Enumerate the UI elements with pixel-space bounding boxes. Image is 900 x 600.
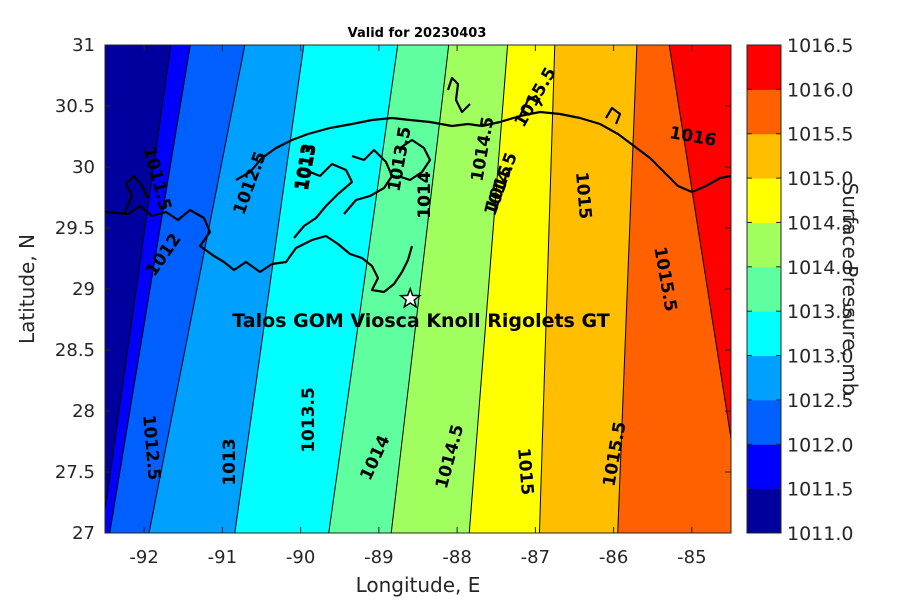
x-tick-label: -89	[364, 547, 393, 568]
x-tick-label: -85	[677, 547, 706, 568]
isobar-line	[468, 45, 509, 533]
y-axis-ticks: 31 30.5 30 29.5 29 28.5 28 27.5 27	[55, 35, 731, 544]
y-tick-label: 28.5	[55, 340, 95, 361]
y-tick-label: 27.5	[55, 462, 95, 483]
contour-label: 1015	[513, 447, 537, 496]
colorbar-tick-label: 1014.0	[787, 257, 853, 279]
contour-label: 1013	[220, 438, 240, 485]
x-tick-label: -87	[521, 547, 550, 568]
colorbar-swatch	[747, 355, 781, 401]
pressure-bands	[105, 45, 731, 533]
isobar-line	[617, 45, 638, 533]
site-label: Talos GOM Viosca Knoll Rigolets GT	[232, 310, 609, 332]
y-axis-label: Latitude, N	[15, 234, 39, 344]
colorbar-tick-label: 1012.0	[787, 434, 853, 456]
site-marker: Talos GOM Viosca Knoll Rigolets GT	[232, 286, 610, 332]
colorbar-swatch	[747, 266, 781, 312]
pressure-band	[669, 45, 731, 439]
colorbar-swatch	[747, 133, 781, 179]
x-axis-label: Longitude, E	[356, 573, 481, 597]
isobar-line	[234, 45, 305, 533]
isobar-line	[148, 45, 246, 533]
colorbar-tick-label: 1011.0	[787, 523, 853, 545]
isobar-line	[538, 45, 556, 533]
x-tick-label: -92	[129, 547, 158, 568]
contour-label: 1014	[415, 171, 435, 218]
colorbar-swatch	[747, 89, 781, 135]
contour-label: 1015	[571, 171, 595, 220]
coastline	[105, 76, 731, 294]
x-tick-label: -91	[208, 547, 237, 568]
y-tick-label: 31	[72, 35, 95, 56]
colorbar-tick-label: 1012.5	[787, 390, 853, 412]
isobar-line	[109, 45, 191, 533]
y-tick-label: 29.5	[55, 218, 95, 239]
isobar-lines	[105, 45, 731, 533]
colorbar-tick-label: 1016.0	[787, 79, 853, 101]
site-star-icon	[398, 286, 422, 309]
map-plot-area	[105, 45, 731, 533]
colorbar-tick-label: 1013.5	[787, 301, 853, 323]
isobar-line	[328, 45, 399, 533]
isobar-line	[668, 45, 731, 442]
colorbar-ticks: 1016.5 1016.0 1015.5 1015.0 1014.5 1014.0 1013…	[747, 35, 853, 545]
colorbar-tick-label: 1013.0	[787, 346, 853, 368]
colorbar-swatch	[747, 311, 781, 357]
colorbar-frame	[746, 44, 782, 534]
map-title: Valid for 20230403	[348, 26, 487, 41]
colorbar-swatch	[747, 399, 781, 445]
x-tick-label: -88	[442, 547, 471, 568]
colorbar-label: Surface Pressure, mb	[838, 183, 862, 396]
colorbar-swatch	[747, 222, 781, 268]
x-axis-ticks: -92 -91 -90 -89 -88 -87 -86 -85	[129, 45, 707, 568]
isobar-line	[105, 45, 172, 514]
colorbar-swatch	[747, 178, 781, 223]
contour-label: 1014	[415, 171, 435, 218]
colorbar	[746, 44, 782, 534]
colorbar-swatch	[747, 488, 781, 534]
colorbar-tick-label: 1011.5	[787, 479, 853, 501]
y-tick-label: 27	[72, 523, 95, 544]
colorbar-tick-label: 1014.5	[787, 212, 853, 234]
colorbar-swatch	[747, 444, 781, 490]
colorbar-tick-label: 1015.5	[787, 124, 853, 146]
colorbar-swatch	[747, 45, 781, 90]
y-tick-label: 30.5	[55, 96, 95, 117]
x-tick-label: -90	[286, 547, 315, 568]
colorbar-tick-label: 1016.5	[787, 35, 853, 57]
y-tick-label: 30	[72, 157, 95, 178]
y-tick-label: 29	[72, 279, 95, 300]
contour-label: 1013.5	[299, 387, 319, 453]
y-tick-label: 28	[72, 401, 95, 422]
x-tick-label: -86	[599, 547, 628, 568]
colorbar-tick-label: 1015.0	[787, 168, 853, 190]
